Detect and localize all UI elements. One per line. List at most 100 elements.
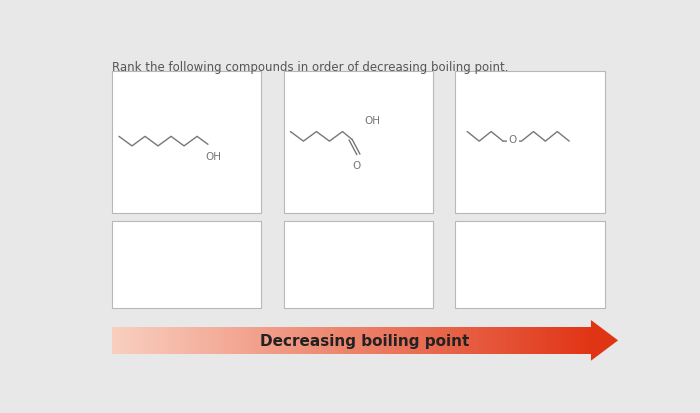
Polygon shape: [435, 327, 439, 354]
Polygon shape: [391, 327, 395, 354]
Polygon shape: [356, 327, 359, 354]
Polygon shape: [124, 327, 128, 354]
Polygon shape: [188, 327, 192, 354]
Polygon shape: [491, 327, 495, 354]
FancyBboxPatch shape: [112, 221, 261, 309]
Polygon shape: [256, 327, 260, 354]
Polygon shape: [323, 327, 328, 354]
Polygon shape: [463, 327, 467, 354]
Polygon shape: [176, 327, 180, 354]
Polygon shape: [471, 327, 475, 354]
Polygon shape: [507, 327, 511, 354]
Polygon shape: [347, 327, 351, 354]
Polygon shape: [575, 327, 579, 354]
Polygon shape: [412, 327, 415, 354]
Polygon shape: [579, 327, 583, 354]
Polygon shape: [587, 327, 591, 354]
Text: OH: OH: [364, 116, 380, 126]
Polygon shape: [140, 327, 143, 354]
Polygon shape: [180, 327, 184, 354]
Polygon shape: [372, 327, 375, 354]
Polygon shape: [295, 327, 300, 354]
Polygon shape: [503, 327, 507, 354]
Polygon shape: [439, 327, 443, 354]
Polygon shape: [251, 327, 256, 354]
Polygon shape: [172, 327, 176, 354]
Polygon shape: [276, 327, 279, 354]
Polygon shape: [591, 320, 618, 361]
Polygon shape: [424, 327, 427, 354]
Polygon shape: [515, 327, 519, 354]
Polygon shape: [284, 327, 288, 354]
Polygon shape: [443, 327, 447, 354]
Polygon shape: [307, 327, 312, 354]
Text: Rank the following compounds in order of decreasing boiling point.: Rank the following compounds in order of…: [112, 61, 508, 74]
Polygon shape: [483, 327, 487, 354]
Polygon shape: [523, 327, 527, 354]
Polygon shape: [571, 327, 575, 354]
Polygon shape: [208, 327, 211, 354]
Polygon shape: [427, 327, 431, 354]
Polygon shape: [239, 327, 244, 354]
Polygon shape: [312, 327, 316, 354]
Polygon shape: [335, 327, 340, 354]
Polygon shape: [228, 327, 232, 354]
Text: O: O: [352, 160, 361, 170]
Polygon shape: [368, 327, 372, 354]
Polygon shape: [244, 327, 248, 354]
Polygon shape: [332, 327, 335, 354]
Polygon shape: [340, 327, 344, 354]
Polygon shape: [300, 327, 304, 354]
Polygon shape: [344, 327, 347, 354]
Polygon shape: [487, 327, 491, 354]
Polygon shape: [407, 327, 412, 354]
Polygon shape: [220, 327, 224, 354]
Polygon shape: [288, 327, 291, 354]
Polygon shape: [204, 327, 208, 354]
Polygon shape: [583, 327, 587, 354]
Polygon shape: [279, 327, 284, 354]
Polygon shape: [128, 327, 132, 354]
Polygon shape: [527, 327, 531, 354]
Polygon shape: [316, 327, 319, 354]
Polygon shape: [192, 327, 196, 354]
Polygon shape: [511, 327, 515, 354]
Polygon shape: [399, 327, 403, 354]
Polygon shape: [236, 327, 239, 354]
Polygon shape: [475, 327, 480, 354]
Polygon shape: [543, 327, 547, 354]
FancyBboxPatch shape: [284, 72, 433, 214]
Polygon shape: [211, 327, 216, 354]
Polygon shape: [363, 327, 368, 354]
Polygon shape: [132, 327, 136, 354]
Polygon shape: [116, 327, 120, 354]
Polygon shape: [455, 327, 459, 354]
Text: OH: OH: [206, 152, 222, 162]
Polygon shape: [419, 327, 424, 354]
Polygon shape: [555, 327, 559, 354]
Polygon shape: [395, 327, 399, 354]
Polygon shape: [480, 327, 483, 354]
Polygon shape: [547, 327, 551, 354]
Polygon shape: [351, 327, 356, 354]
FancyBboxPatch shape: [455, 221, 605, 309]
Polygon shape: [264, 327, 267, 354]
Polygon shape: [415, 327, 419, 354]
Polygon shape: [559, 327, 563, 354]
Polygon shape: [563, 327, 567, 354]
Polygon shape: [184, 327, 188, 354]
Polygon shape: [384, 327, 387, 354]
FancyBboxPatch shape: [112, 72, 261, 214]
Polygon shape: [519, 327, 523, 354]
Polygon shape: [144, 327, 148, 354]
Polygon shape: [375, 327, 379, 354]
Polygon shape: [467, 327, 471, 354]
Polygon shape: [168, 327, 172, 354]
Polygon shape: [495, 327, 499, 354]
Polygon shape: [452, 327, 455, 354]
Polygon shape: [387, 327, 391, 354]
Polygon shape: [531, 327, 535, 354]
Polygon shape: [403, 327, 407, 354]
Polygon shape: [431, 327, 435, 354]
Polygon shape: [152, 327, 156, 354]
